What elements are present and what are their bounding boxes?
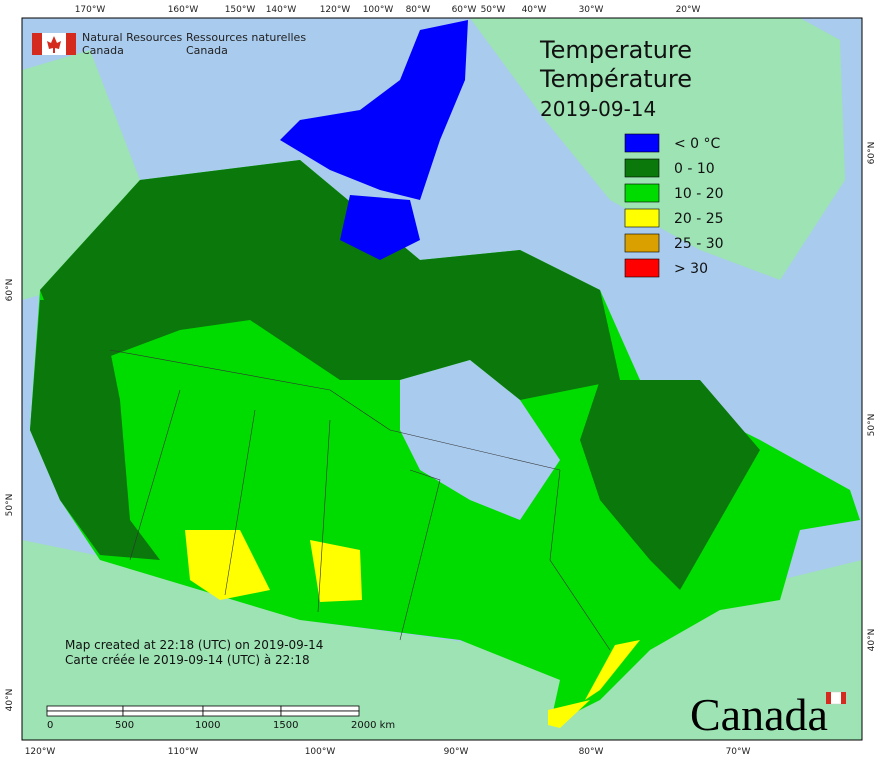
legend-label: 10 - 20 (674, 186, 724, 202)
longitude-label: 20°W (676, 5, 701, 15)
border (109, 349, 561, 471)
map-note: Carte créée le 2019-09-14 (UTC) à 22:18 (65, 653, 310, 667)
legend-label: < 0 °C (674, 136, 721, 152)
legend-swatch (624, 158, 660, 178)
flag-bar (66, 33, 76, 55)
legend-swatch (624, 258, 660, 278)
scale-label: 500 (115, 720, 134, 731)
longitude-label: 40°W (522, 5, 547, 15)
scale-segment (122, 705, 204, 712)
scale-label: 2000 km (351, 720, 395, 731)
warm-area (310, 540, 362, 602)
scale-segment (202, 710, 282, 717)
legend-label: 0 - 10 (674, 161, 715, 177)
scale-label: 1000 (195, 720, 220, 731)
map (21, 17, 863, 741)
scale-segment (46, 710, 124, 717)
longitude-label: 120°W (25, 747, 56, 757)
maple-leaf (47, 36, 61, 53)
legend-label: > 30 (674, 261, 708, 277)
arctic-cold (340, 195, 420, 260)
agency-name-fr: Canada (186, 44, 228, 57)
longitude-label: 150°W (225, 5, 256, 15)
flag-bar (32, 33, 42, 55)
border (317, 419, 331, 613)
longitude-label: 100°W (305, 747, 336, 757)
agency-name-en: Natural Resources (82, 31, 183, 44)
legend-label: 25 - 30 (674, 236, 724, 252)
map-title: Temperature (539, 36, 692, 64)
longitude-label: 50°W (481, 5, 506, 15)
longitude-label: 90°W (444, 747, 469, 757)
legend-swatch (624, 183, 660, 203)
border (399, 469, 441, 641)
warm-area (548, 700, 590, 728)
map-title: 2019-09-14 (540, 97, 656, 121)
labels: 170°W 160°W 150°W 140°W 120°W 100°W 80°W 60°W 50… (5, 5, 877, 757)
longitude-label: 120°W (320, 5, 351, 15)
map-title: Température (539, 65, 692, 93)
latitude-label: 40°N (867, 629, 877, 652)
longitude-label: 60°W (452, 5, 477, 15)
arctic-cold (280, 20, 468, 200)
latitude-label: 50°N (5, 494, 15, 517)
longitude-label: 140°W (266, 5, 297, 15)
scale-segment (46, 705, 124, 712)
warm-area (585, 640, 640, 700)
legend-swatch (624, 208, 660, 228)
warm-area (185, 530, 270, 600)
border (549, 469, 611, 651)
frame (21, 17, 863, 741)
map-note: Map created at 22:18 (UTC) on 2019-09-14 (65, 638, 323, 652)
quebec-cold (580, 380, 760, 590)
longitude-label: 160°W (168, 5, 199, 15)
latitude-label: 50°N (867, 414, 877, 437)
agency-name-fr: Ressources naturelles (186, 31, 306, 44)
flag-bar (826, 692, 831, 704)
usa (22, 540, 862, 740)
latitude-label: 40°N (5, 689, 15, 712)
scale-label: 1500 (273, 720, 298, 731)
legend-swatch (624, 233, 660, 253)
scale-segment (122, 710, 204, 717)
longitude-label: 70°W (726, 747, 751, 757)
longitude-label: 30°W (579, 5, 604, 15)
longitude-label: 80°W (406, 5, 431, 15)
longitude-label: 80°W (579, 747, 604, 757)
longitude-label: 100°W (363, 5, 394, 15)
border (129, 389, 181, 561)
border (224, 409, 256, 596)
flag-bar (841, 692, 846, 704)
legend-label: 20 - 25 (674, 211, 724, 227)
longitude-label: 110°W (168, 747, 199, 757)
latitude-label: 60°N (867, 142, 877, 165)
scale-segment (280, 705, 360, 712)
canada-wordmark-flag (825, 691, 847, 705)
canada-wordmark: Canada (690, 689, 828, 740)
nrcan-logo (32, 33, 76, 55)
scale-segment (280, 710, 360, 717)
scale-label: 0 (47, 720, 53, 731)
latitude-label: 60°N (5, 279, 15, 302)
north-cold (40, 160, 620, 400)
west-mountains (30, 300, 160, 560)
legend-swatch (624, 133, 660, 153)
agency-name-en: Canada (82, 44, 124, 57)
scale-segment (202, 705, 282, 712)
alaska (22, 50, 140, 300)
longitude-label: 170°W (75, 5, 106, 15)
